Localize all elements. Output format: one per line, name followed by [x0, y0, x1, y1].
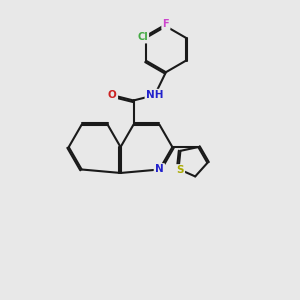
Text: S: S — [176, 166, 184, 176]
Text: Cl: Cl — [137, 32, 148, 42]
Text: N: N — [155, 164, 164, 175]
Text: O: O — [108, 90, 117, 100]
Text: F: F — [163, 19, 169, 29]
Text: NH: NH — [146, 90, 164, 100]
